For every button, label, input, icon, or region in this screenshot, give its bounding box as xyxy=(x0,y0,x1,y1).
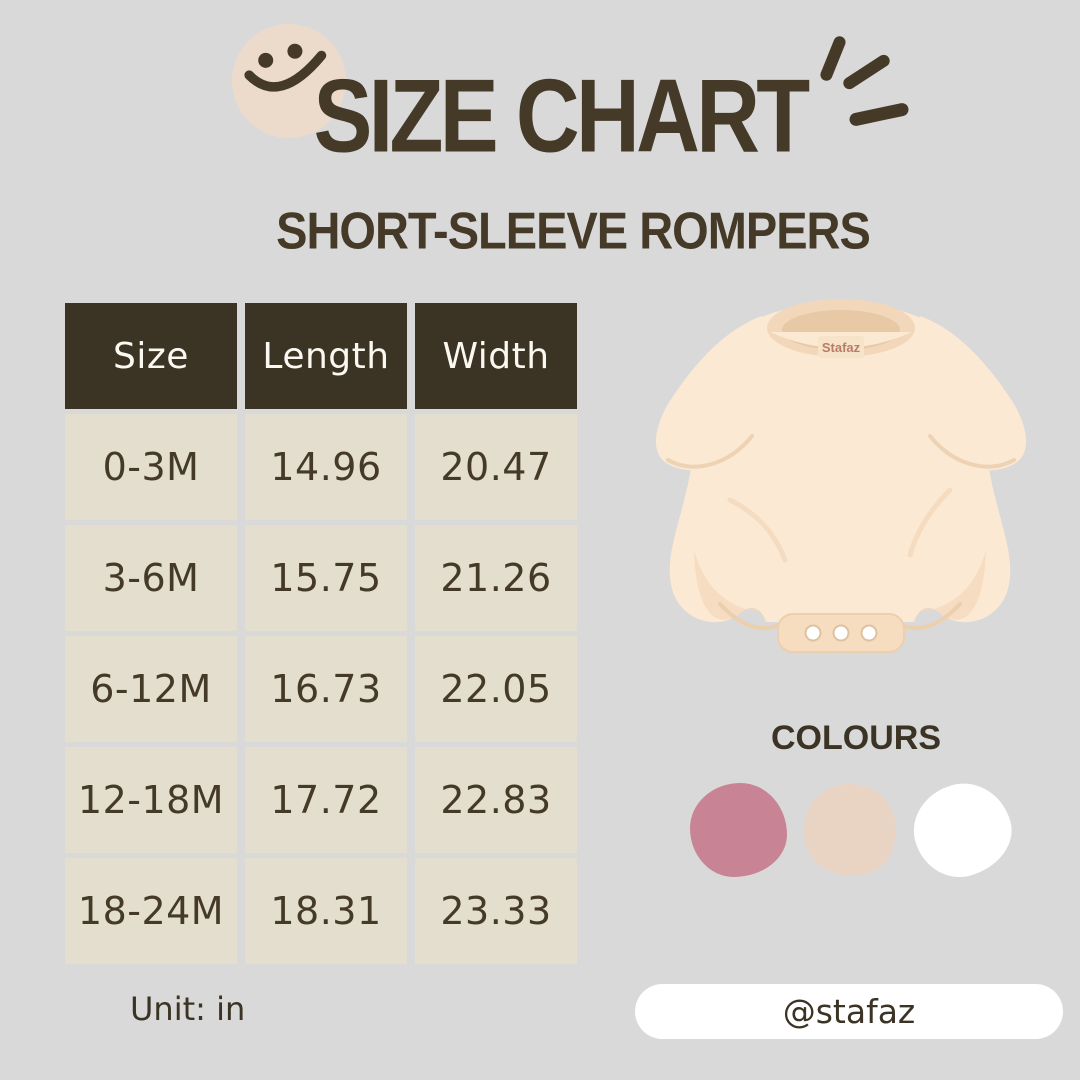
table-cell-length: 14.96 xyxy=(245,414,407,520)
table-cell-width: 21.26 xyxy=(415,525,577,631)
page-subtitle: SHORT-SLEEVE ROMPERS xyxy=(276,201,871,260)
social-handle: @stafaz xyxy=(782,992,916,1031)
swatch-white xyxy=(903,773,1022,887)
romper-photo: Stafaz xyxy=(655,299,1027,653)
column-header-width: Width xyxy=(415,303,577,409)
table-cell-width: 22.83 xyxy=(415,747,577,853)
table-cell-width: 22.05 xyxy=(415,636,577,742)
colour-swatches xyxy=(690,768,1022,892)
smiley-face-icon xyxy=(232,24,346,138)
table-cell-width: 23.33 xyxy=(415,858,577,964)
table-cell-length: 18.31 xyxy=(245,858,407,964)
swatch-pink xyxy=(690,783,787,877)
table-cell-length: 15.75 xyxy=(245,525,407,631)
column-header-size: Size xyxy=(65,303,237,409)
table-cell-size: 12-18M xyxy=(65,747,237,853)
colours-heading: COLOURS xyxy=(771,719,941,757)
table-cell-length: 17.72 xyxy=(245,747,407,853)
page-title: SIZE CHART xyxy=(313,58,810,175)
table-cell-size: 3-6M xyxy=(65,525,237,631)
table-cell-size: 6-12M xyxy=(65,636,237,742)
column-header-length: Length xyxy=(245,303,407,409)
table-cell-width: 20.47 xyxy=(415,414,577,520)
table-cell-size: 18-24M xyxy=(65,858,237,964)
table-cell-size: 0-3M xyxy=(65,414,237,520)
size-table: Size Length Width 0-3M 14.96 20.47 3-6M … xyxy=(65,303,577,964)
brand-tag: Stafaz xyxy=(822,340,861,355)
unit-note: Unit: in xyxy=(130,990,246,1028)
swatch-beige xyxy=(788,768,913,892)
social-handle-pill: @stafaz xyxy=(635,984,1063,1039)
table-cell-length: 16.73 xyxy=(245,636,407,742)
